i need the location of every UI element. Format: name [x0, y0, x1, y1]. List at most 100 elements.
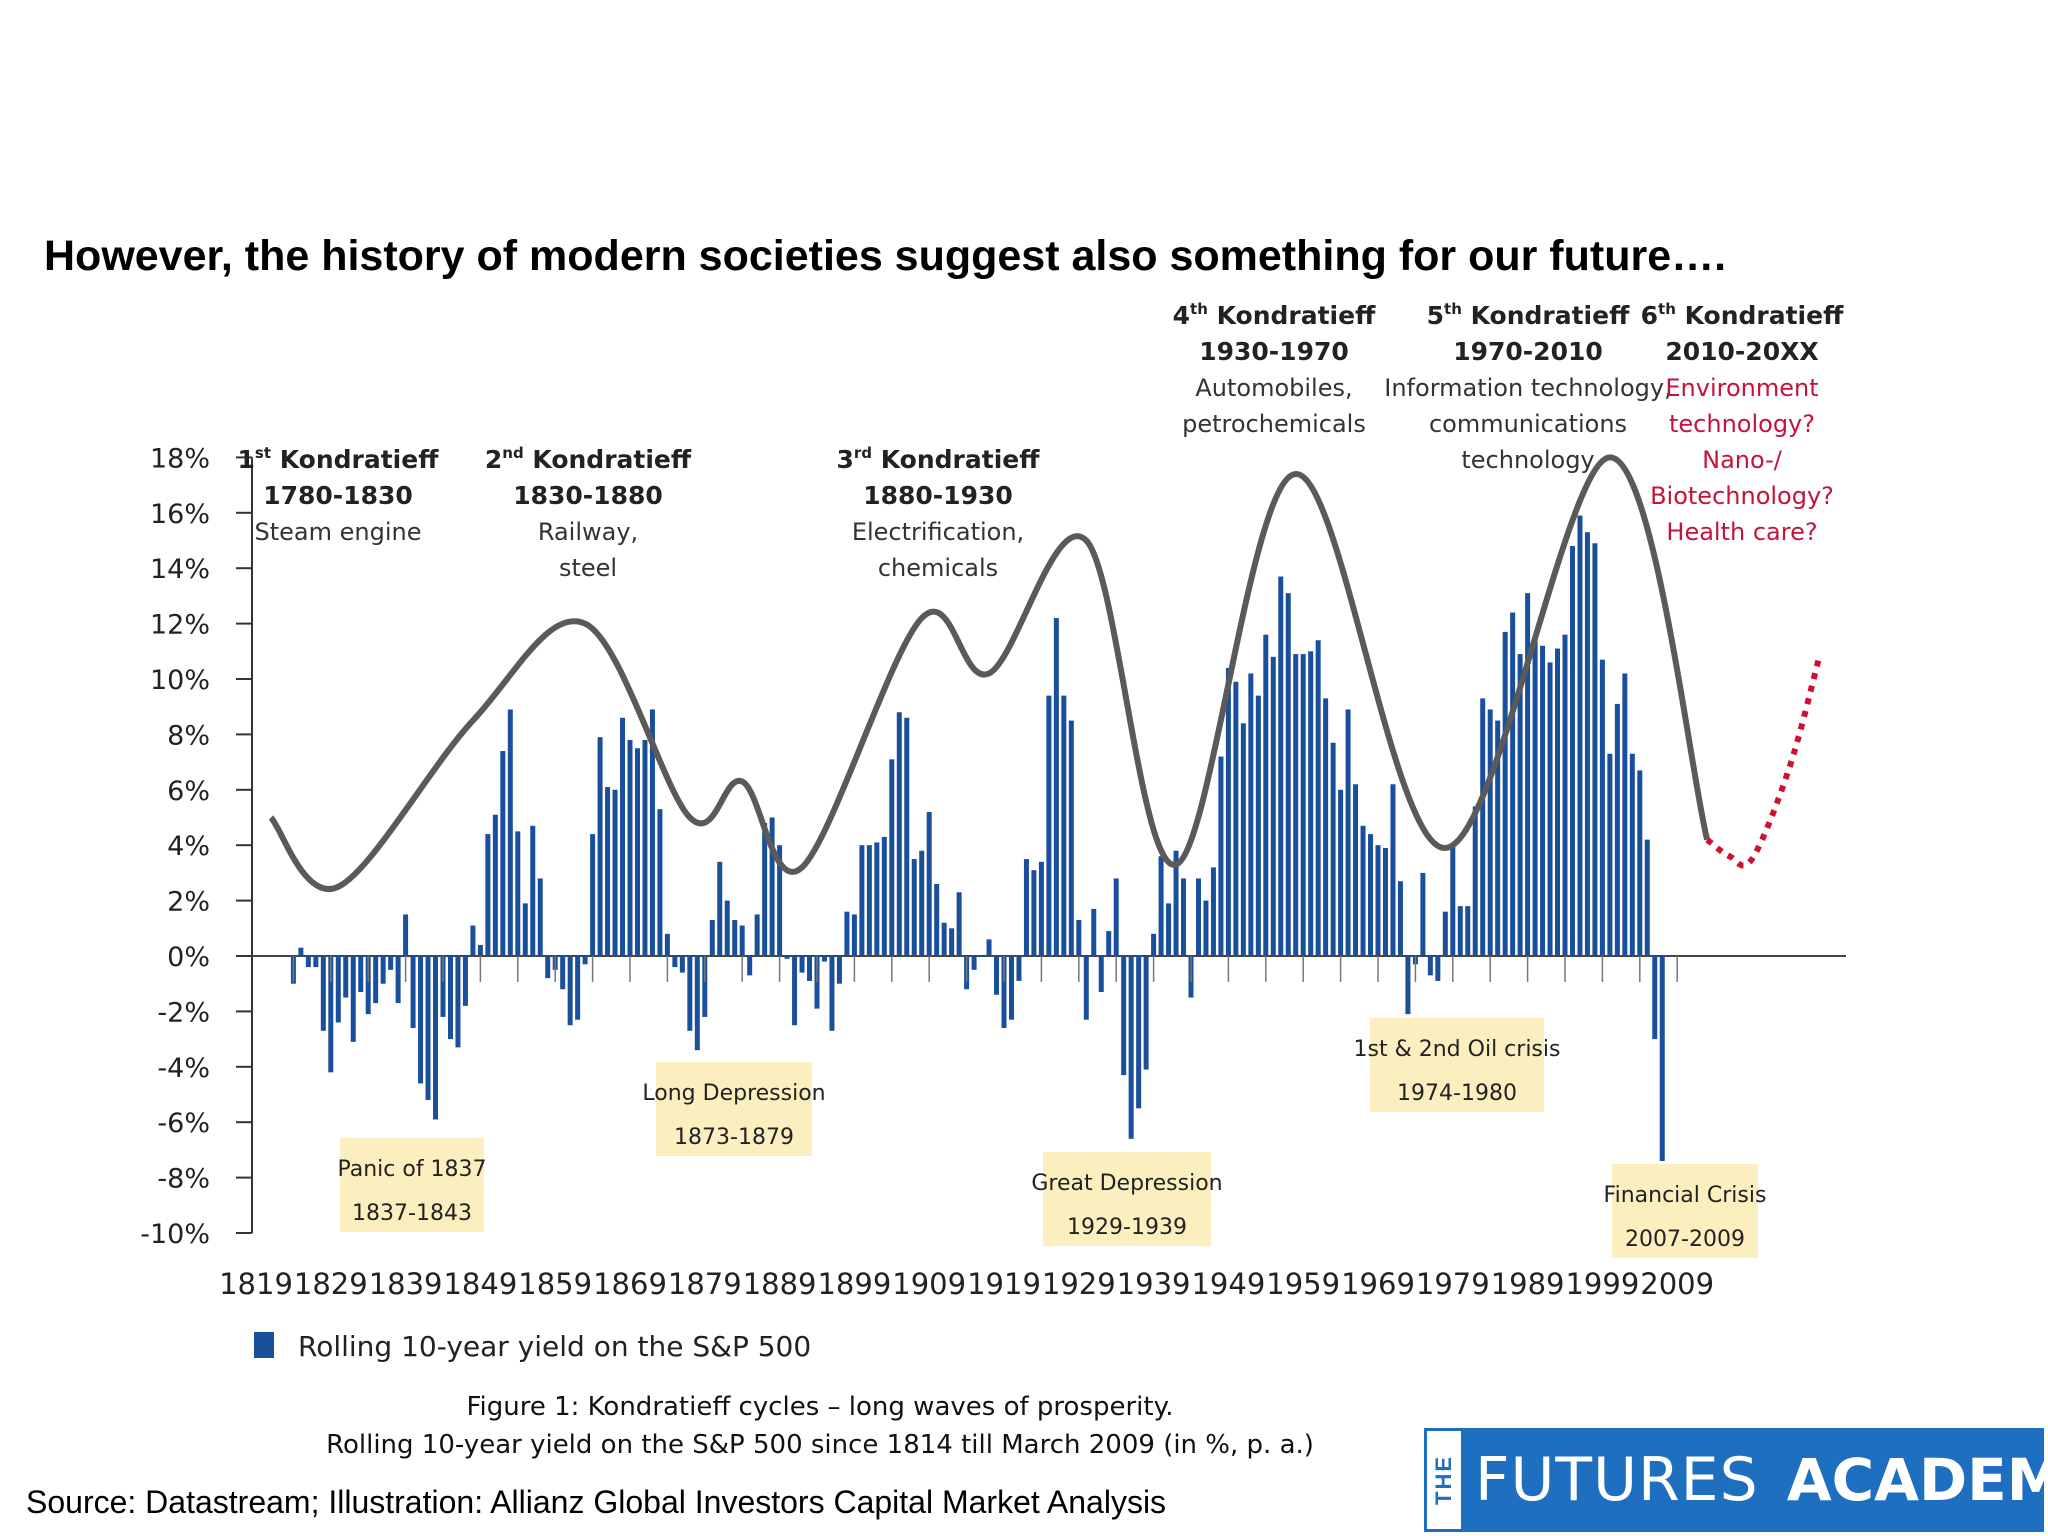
data-bar: [1480, 698, 1486, 956]
data-bar: [747, 956, 753, 976]
data-bar: [1338, 789, 1344, 956]
data-bar: [1375, 845, 1381, 956]
data-bar: [365, 956, 371, 1015]
data-bar: [1113, 878, 1119, 956]
data-bar: [1121, 956, 1127, 1076]
data-bar: [859, 845, 865, 956]
y-tick-label: 18%: [150, 443, 210, 474]
data-bar: [343, 956, 349, 998]
kondratieff-theme: petrochemicals: [1182, 410, 1366, 438]
x-tick-label: 1939: [1117, 1267, 1191, 1301]
x-tick-label: 1909: [892, 1267, 966, 1301]
x-tick-label: 1929: [1042, 1267, 1116, 1301]
x-tick-label: 1879: [668, 1267, 742, 1301]
data-bar: [470, 925, 476, 956]
y-tick-label: 4%: [167, 831, 210, 862]
data-bar: [1540, 645, 1546, 956]
data-bar: [799, 956, 805, 973]
data-bar: [1308, 651, 1314, 956]
data-bar: [1278, 576, 1284, 956]
data-bar: [1405, 956, 1411, 1015]
data-bar: [829, 956, 835, 1031]
data-bar: [657, 809, 663, 956]
data-bar: [1547, 662, 1553, 956]
kondratieff-theme: Railway,: [538, 518, 638, 546]
x-tick-label: 1829: [294, 1267, 368, 1301]
data-bar: [305, 956, 311, 968]
kondratieff-theme: chemicals: [878, 554, 998, 582]
data-bar: [530, 825, 536, 956]
legend-swatch: [254, 1332, 274, 1358]
data-bar: [627, 739, 633, 956]
data-bar: [1465, 906, 1471, 956]
data-bar: [672, 956, 678, 968]
forecast-wave: [1705, 656, 1823, 869]
data-bar: [1181, 878, 1187, 956]
kondratieff-theme: Nano-/: [1702, 446, 1783, 474]
kondratieff-period: 1780-1830: [263, 481, 413, 510]
y-tick-label: 2%: [167, 887, 210, 918]
crisis-name: Long Depression: [642, 1081, 825, 1106]
data-bar: [1330, 742, 1336, 956]
data-bar: [537, 878, 543, 956]
data-bar: [1061, 695, 1067, 956]
data-bar: [724, 900, 730, 956]
data-bar: [709, 919, 715, 956]
y-tick-label: -6%: [157, 1108, 210, 1139]
data-bar: [1599, 659, 1605, 956]
data-bar: [447, 956, 453, 1040]
data-bar: [949, 928, 955, 956]
data-bar: [1076, 919, 1082, 956]
data-bar: [500, 751, 506, 956]
data-bar: [1382, 847, 1388, 956]
crisis-box: [1612, 1164, 1758, 1258]
data-bar: [1517, 654, 1523, 956]
data-bar: [1487, 709, 1493, 956]
slide-title: However, the history of modern societies…: [44, 232, 1727, 280]
data-bar: [1016, 956, 1022, 981]
data-bar: [889, 759, 895, 956]
data-bar: [1240, 723, 1246, 956]
data-bar: [1136, 956, 1142, 1109]
data-bar: [1263, 634, 1269, 956]
x-tick-label: 1869: [593, 1267, 667, 1301]
data-bar: [1225, 667, 1231, 956]
data-bar: [1442, 911, 1448, 956]
data-bar: [1166, 903, 1172, 956]
kondratieff-period: 1930-1970: [1199, 337, 1349, 366]
kondratieff-theme: Health care?: [1666, 518, 1817, 546]
data-bar: [492, 814, 498, 956]
data-bar: [911, 859, 917, 956]
crisis-period: 1929-1939: [1067, 1215, 1187, 1240]
data-bar: [1525, 593, 1531, 956]
crisis-box: [1370, 1018, 1544, 1112]
source-note: Source: Datastream; Illustration: Allian…: [26, 1484, 1167, 1520]
data-bar: [320, 956, 326, 1031]
y-tick-label: 8%: [167, 720, 210, 751]
kondratieff-label: 4th Kondratieff: [1173, 300, 1376, 330]
data-bar: [1577, 515, 1583, 956]
data-bar: [1315, 640, 1321, 956]
data-bar: [1053, 618, 1059, 956]
data-bar: [1008, 956, 1014, 1020]
data-bar: [425, 956, 431, 1101]
logo-futures: FUTURES: [1475, 1445, 1759, 1515]
legend-label: Rolling 10-year yield on the S&P 500: [298, 1330, 811, 1363]
data-bar: [1607, 753, 1613, 956]
data-bar: [1390, 784, 1396, 956]
data-bar: [904, 717, 910, 956]
data-bar: [515, 831, 521, 956]
data-bar: [1068, 720, 1074, 956]
crisis-period: 2007-2009: [1625, 1227, 1745, 1252]
data-bar: [649, 709, 655, 956]
data-bar: [836, 956, 842, 984]
y-tick-label: -10%: [140, 1219, 210, 1250]
crisis-name: Great Depression: [1031, 1171, 1222, 1196]
data-bar: [1203, 900, 1209, 956]
kondratieff-label: 1st Kondratieff: [238, 444, 440, 474]
data-bar: [1345, 709, 1351, 956]
data-bar: [373, 956, 379, 1004]
y-tick-label: 12%: [150, 610, 210, 641]
figure-caption-line2: Rolling 10-year yield on the S&P 500 sin…: [326, 1430, 1314, 1460]
data-bar: [1427, 956, 1433, 976]
